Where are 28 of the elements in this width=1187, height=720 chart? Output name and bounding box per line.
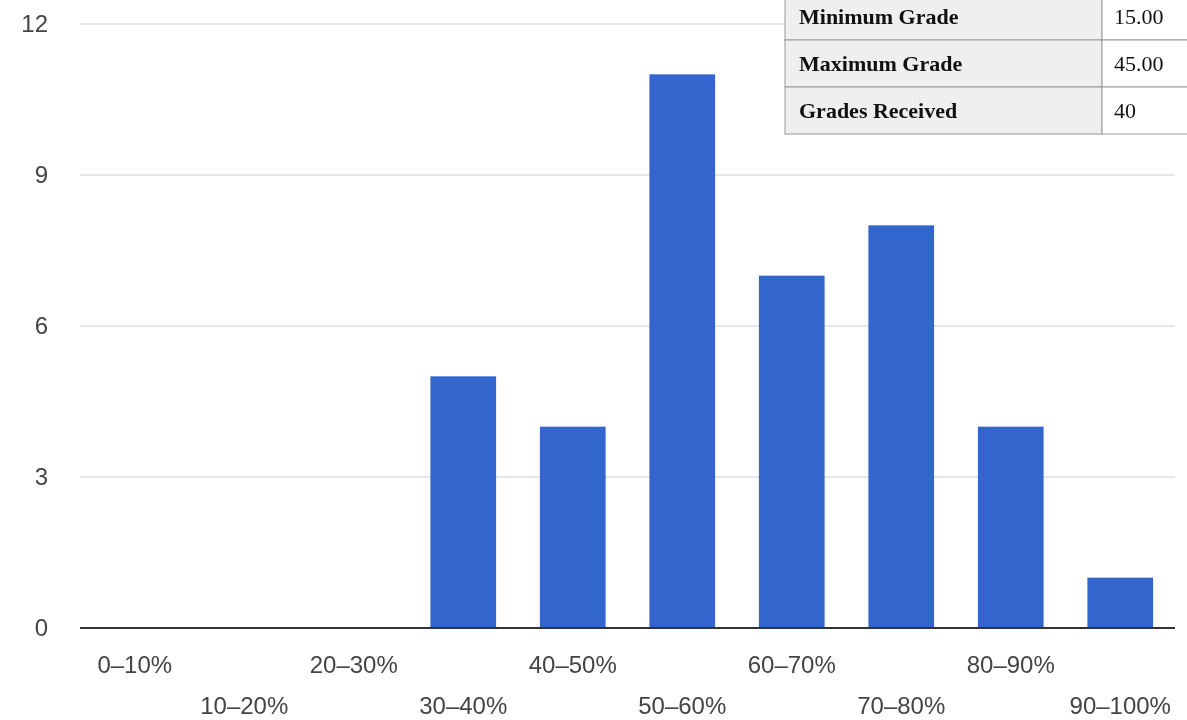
- bar: [1087, 577, 1154, 628]
- x-tick-label: 80–90%: [966, 651, 1055, 678]
- x-tick-label: 60–70%: [747, 651, 836, 678]
- y-tick-label: 9: [34, 161, 48, 189]
- bar: [758, 275, 825, 628]
- x-tick-label: 30–40%: [419, 692, 508, 719]
- bar: [977, 426, 1044, 628]
- bar: [649, 74, 716, 628]
- x-tick-label: 10–20%: [200, 692, 289, 719]
- annotation: Maximum Grade: [799, 51, 963, 77]
- annotation: 15.00: [1114, 4, 1164, 30]
- annotation: 40: [1114, 98, 1136, 124]
- bar: [430, 376, 497, 628]
- bar: [868, 225, 935, 628]
- x-tick-label: 50–60%: [638, 692, 727, 719]
- x-tick-label: 90–100%: [1069, 692, 1171, 719]
- x-tick-label: 20–30%: [309, 651, 398, 678]
- annotation: 45.00: [1114, 51, 1164, 77]
- y-tick-label: 3: [34, 463, 48, 491]
- bar: [539, 426, 606, 628]
- x-tick-label: 70–80%: [857, 692, 946, 719]
- x-tick-label: 40–50%: [528, 651, 617, 678]
- annotation: Grades Received: [799, 98, 958, 124]
- y-tick-label: 6: [34, 312, 48, 340]
- y-tick-label: 12: [21, 10, 48, 38]
- x-tick-label: 0–10%: [97, 651, 173, 678]
- annotation: Minimum Grade: [799, 4, 959, 30]
- y-tick-label: 0: [34, 614, 48, 642]
